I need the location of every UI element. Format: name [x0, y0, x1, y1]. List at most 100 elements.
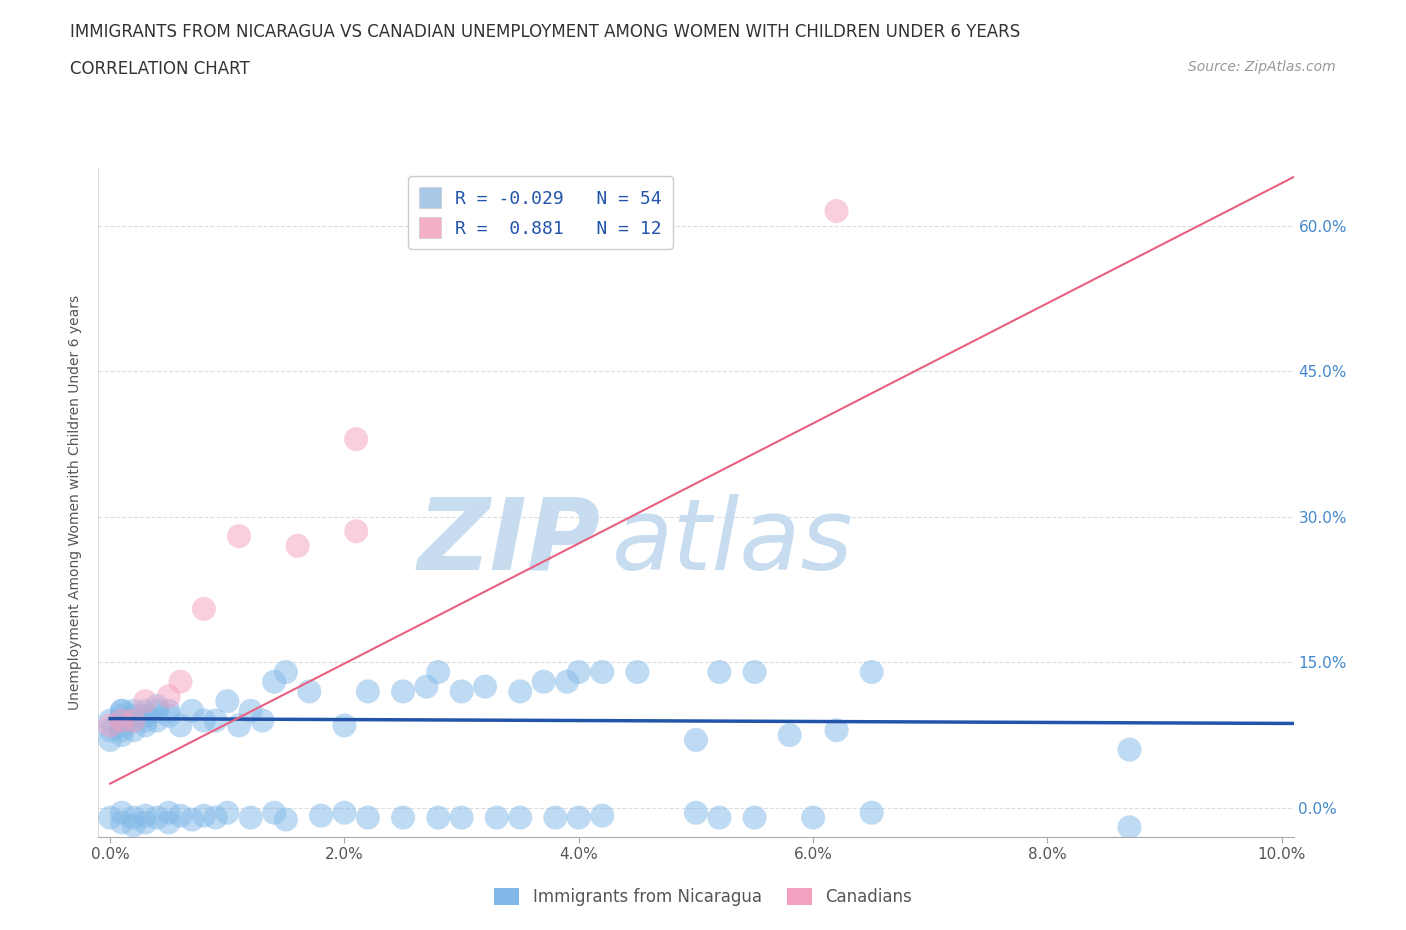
Point [744, 810, 766, 825]
Point [111, 713, 134, 728]
Point [568, 665, 591, 680]
Text: CORRELATION CHART: CORRELATION CHART [70, 60, 250, 78]
Point [98, 733, 121, 748]
Point [111, 713, 134, 728]
Point [591, 808, 613, 823]
Point [111, 703, 134, 718]
Point [801, 810, 824, 825]
Point [111, 703, 134, 718]
Point [357, 684, 380, 698]
Point [122, 713, 145, 728]
Point [111, 727, 134, 742]
Point [825, 723, 848, 737]
Point [344, 524, 367, 538]
Point [134, 815, 156, 830]
Point [568, 810, 591, 825]
Point [181, 812, 204, 827]
Point [709, 810, 731, 825]
Point [146, 698, 169, 713]
Point [98, 723, 121, 737]
Point [157, 703, 180, 718]
Point [860, 805, 883, 820]
Point [685, 733, 707, 748]
Point [509, 684, 531, 698]
Point [825, 204, 848, 219]
Point [146, 703, 169, 718]
Point [744, 665, 766, 680]
Point [427, 810, 450, 825]
Point [239, 810, 262, 825]
Point [204, 713, 226, 728]
Y-axis label: Unemployment Among Women with Children Under 6 years: Unemployment Among Women with Children U… [69, 295, 83, 710]
Point [134, 694, 156, 709]
Point [122, 723, 145, 737]
Point [228, 718, 250, 733]
Point [134, 709, 156, 724]
Point [169, 718, 191, 733]
Point [357, 810, 380, 825]
Point [509, 810, 531, 825]
Text: ZIP: ZIP [418, 494, 600, 591]
Point [98, 810, 121, 825]
Point [263, 805, 285, 820]
Point [392, 810, 415, 825]
Legend: R = -0.029   N = 54, R =  0.881   N = 12: R = -0.029 N = 54, R = 0.881 N = 12 [408, 177, 673, 249]
Point [485, 810, 508, 825]
Point [122, 703, 145, 718]
Point [122, 810, 145, 825]
Point [204, 810, 226, 825]
Point [274, 812, 297, 827]
Point [1118, 820, 1140, 835]
Point [252, 713, 274, 728]
Point [239, 703, 262, 718]
Point [146, 713, 169, 728]
Point [392, 684, 415, 698]
Point [450, 810, 472, 825]
Point [217, 805, 239, 820]
Point [1118, 742, 1140, 757]
Point [111, 805, 134, 820]
Text: Source: ZipAtlas.com: Source: ZipAtlas.com [1188, 60, 1336, 74]
Point [544, 810, 567, 825]
Point [157, 689, 180, 704]
Point [146, 810, 169, 825]
Text: atlas: atlas [613, 494, 853, 591]
Point [591, 665, 613, 680]
Point [122, 817, 145, 832]
Point [98, 713, 121, 728]
Point [157, 709, 180, 724]
Point [626, 665, 648, 680]
Point [181, 703, 204, 718]
Text: IMMIGRANTS FROM NICARAGUA VS CANADIAN UNEMPLOYMENT AMONG WOMEN WITH CHILDREN UND: IMMIGRANTS FROM NICARAGUA VS CANADIAN UN… [70, 23, 1021, 41]
Point [274, 665, 297, 680]
Point [333, 805, 356, 820]
Point [333, 718, 356, 733]
Point [263, 674, 285, 689]
Point [134, 808, 156, 823]
Point [169, 674, 191, 689]
Point [122, 713, 145, 728]
Point [169, 808, 191, 823]
Point [98, 718, 121, 733]
Point [228, 529, 250, 544]
Point [427, 665, 450, 680]
Point [685, 805, 707, 820]
Point [193, 602, 215, 617]
Point [415, 679, 437, 694]
Point [860, 665, 883, 680]
Point [134, 703, 156, 718]
Point [111, 718, 134, 733]
Point [122, 709, 145, 724]
Point [474, 679, 496, 694]
Point [193, 713, 215, 728]
Point [450, 684, 472, 698]
Point [779, 727, 801, 742]
Point [193, 808, 215, 823]
Point [111, 709, 134, 724]
Point [134, 713, 156, 728]
Point [555, 674, 578, 689]
Point [709, 665, 731, 680]
Point [533, 674, 555, 689]
Point [157, 815, 180, 830]
Point [134, 718, 156, 733]
